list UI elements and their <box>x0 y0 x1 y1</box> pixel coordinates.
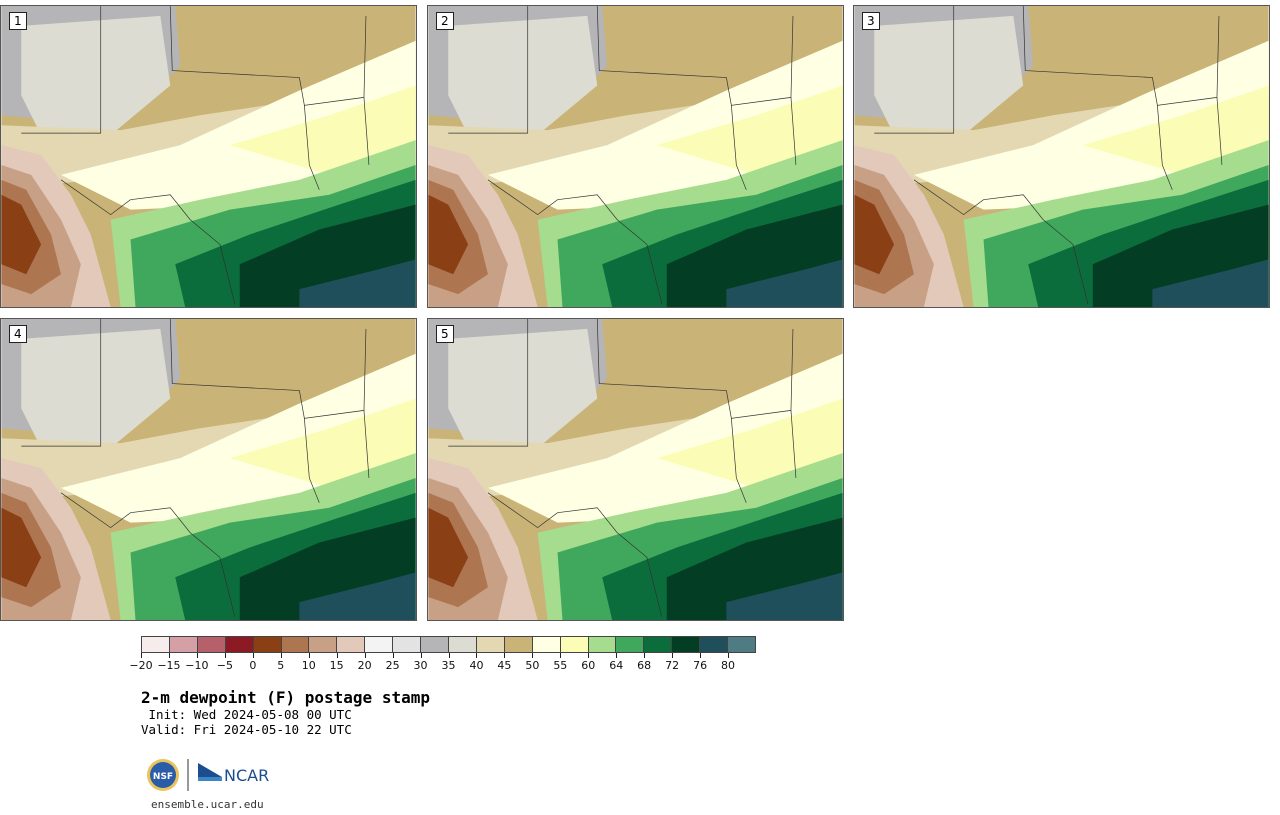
colorbar-segment <box>588 637 617 652</box>
colorbar-tick-label: 15 <box>329 659 344 672</box>
colorbar-tick <box>532 653 534 658</box>
colorbar-tick-label: 64 <box>609 659 624 672</box>
colorbar-segment <box>448 637 477 652</box>
colorbar-tick <box>588 653 590 658</box>
colorbar-tick <box>616 653 618 658</box>
colorbar-tick-label: −15 <box>157 659 181 672</box>
colorbar-tick <box>224 653 226 658</box>
colorbar-segment <box>560 637 589 652</box>
colorbar-tick-label: 25 <box>385 659 400 672</box>
colorbar-tick <box>644 653 646 658</box>
valid-time: Valid: Fri 2024-05-10 22 UTC <box>141 722 352 737</box>
colorbar-tick <box>560 653 562 658</box>
colorbar-segment <box>142 637 170 652</box>
ncar-logo-icon: NCAR <box>198 763 269 785</box>
member-label: 1 <box>9 12 27 30</box>
colorbar-segment <box>421 637 449 652</box>
colorbar-tick-label: 5 <box>277 659 285 672</box>
colorbar-tick <box>196 653 198 658</box>
colorbar-tick <box>476 653 478 658</box>
logo-group: NSF NCAR <box>146 757 276 793</box>
member-label: 4 <box>9 325 27 343</box>
colorbar-tick-label: 80 <box>721 659 736 672</box>
colorbar-tick <box>504 653 506 658</box>
colorbar-segment <box>281 637 310 652</box>
colorbar-tick-label: 55 <box>553 659 568 672</box>
colorbar-segment <box>365 637 394 652</box>
plot-title: 2-m dewpoint (F) postage stamp <box>141 688 430 707</box>
colorbar-segment <box>476 637 505 652</box>
ensemble-panel-1: 1 <box>0 5 417 308</box>
colorbar-tick-label: 0 <box>249 659 257 672</box>
colorbar-segment <box>728 637 755 652</box>
colorbar-segment <box>169 637 198 652</box>
colorbar-tick-label: 45 <box>497 659 512 672</box>
dewpoint-map <box>854 6 1269 307</box>
colorbar-tick-label: 10 <box>301 659 316 672</box>
colorbar-segment <box>393 637 422 652</box>
colorbar-segment <box>644 637 673 652</box>
member-label: 2 <box>436 12 454 30</box>
nsf-logo-icon: NSF <box>147 759 179 791</box>
colorbar-tick-label: 76 <box>693 659 708 672</box>
colorbar-tick <box>420 653 422 658</box>
colorbar-segment <box>225 637 254 652</box>
colorbar-segment <box>504 637 533 652</box>
dewpoint-map <box>428 6 843 307</box>
colorbar-tick <box>280 653 282 658</box>
colorbar-ticks: −20 −15 −10 −5 0 5 10 15 20 25 30 35 40 45 50 55 60 64 68 7… <box>129 653 756 673</box>
colorbar-tick <box>448 653 450 658</box>
ensemble-panel-2: 2 <box>427 5 844 308</box>
ensemble-panel-4: 4 <box>0 318 417 621</box>
colorbar-segment <box>700 637 729 652</box>
init-time: Init: Wed 2024-05-08 00 UTC <box>141 707 352 722</box>
colorbar-segment <box>253 637 282 652</box>
dewpoint-map <box>1 319 416 620</box>
colorbar-segment <box>672 637 701 652</box>
colorbar-tick-label: 35 <box>441 659 456 672</box>
colorbar-tick <box>141 653 142 658</box>
colorbar-tick <box>252 653 254 658</box>
colorbar-segment <box>532 637 561 652</box>
colorbar-tick <box>728 653 730 658</box>
colorbar-tick-label: 60 <box>581 659 596 672</box>
colorbar-tick <box>392 653 394 658</box>
ensemble-panel-5: 5 <box>427 318 844 621</box>
colorbar-segment <box>337 637 366 652</box>
member-label: 5 <box>436 325 454 343</box>
ensemble-panel-3: 3 <box>853 5 1270 308</box>
colorbar-tick-label: 40 <box>469 659 484 672</box>
colorbar-tick-label: −5 <box>216 659 233 672</box>
colorbar-tick <box>364 653 366 658</box>
colorbar-tick-label: −20 <box>129 659 153 672</box>
dewpoint-map <box>1 6 416 307</box>
website-url: ensemble.ucar.edu <box>151 798 264 811</box>
dewpoint-map <box>428 319 843 620</box>
colorbar-tick-label: 30 <box>413 659 428 672</box>
colorbar-tick <box>700 653 702 658</box>
colorbar-tick <box>308 653 310 658</box>
ncar-logo-text: NCAR <box>224 766 269 785</box>
colorbar-tick <box>336 653 338 658</box>
colorbar-segment <box>309 637 338 652</box>
nsf-logo-text: NSF <box>153 772 173 782</box>
colorbar-tick-label: 20 <box>357 659 372 672</box>
colorbar-tick-label: 68 <box>637 659 652 672</box>
colorbar-tick-label: 72 <box>665 659 680 672</box>
member-label: 3 <box>862 12 880 30</box>
colorbar <box>141 636 756 653</box>
colorbar-segment <box>616 637 645 652</box>
colorbar-tick <box>672 653 674 658</box>
colorbar-tick <box>168 653 170 658</box>
colorbar-tick-label: 50 <box>525 659 540 672</box>
colorbar-segment <box>197 637 226 652</box>
colorbar-tick-label: −10 <box>185 659 209 672</box>
